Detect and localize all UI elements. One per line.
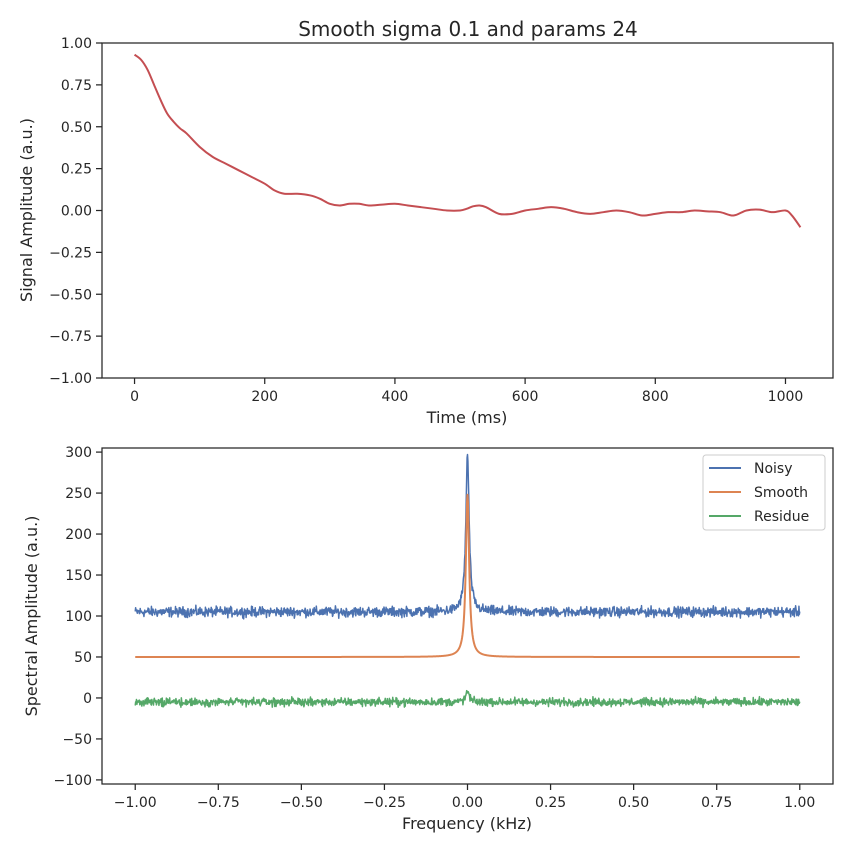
y-tick-label: 1.00 [61, 36, 92, 52]
y-tick-label: −50 [62, 732, 92, 748]
y-tick-label: −0.75 [49, 329, 92, 345]
y-tick-label: 50 [74, 650, 92, 666]
signal-x-label: Time (ms) [426, 408, 508, 427]
x-tick-label: 800 [642, 389, 669, 405]
spectrum-axes: −1.00 −0.75 −0.50 −0.25 0.00 0.25 0.50 0.75 1.00… [22, 445, 834, 833]
x-tick-label: 0.00 [452, 795, 483, 811]
x-tick-label: 1000 [768, 389, 804, 405]
spectrum-x-label: Frequency (kHz) [402, 814, 532, 833]
x-tick-label: 1.00 [784, 795, 815, 811]
x-tick-label: 200 [251, 389, 278, 405]
x-tick-label: 400 [382, 389, 409, 405]
x-tick-label: 600 [512, 389, 539, 405]
figure-title: Smooth sigma 0.1 and params 24 [298, 17, 638, 41]
spectrum-series-line-residue [134, 689, 801, 709]
y-tick-label: 0.75 [61, 78, 92, 94]
signal-axes: 0 200 400 600 800 1000 −1.00 −0.75 −0.50 −0.25 0.… [17, 36, 834, 427]
spectrum-series-line-smooth [134, 493, 801, 658]
x-tick-label: 0.25 [535, 795, 566, 811]
x-tick-label: −0.75 [197, 795, 240, 811]
x-tick-label: 0.50 [618, 795, 649, 811]
legend-label-smooth: Smooth [754, 485, 808, 501]
x-tick-label: 0.75 [701, 795, 732, 811]
y-tick-label: 200 [65, 527, 92, 543]
y-tick-label: 100 [65, 609, 92, 625]
signal-series-line [133, 53, 802, 228]
legend-label-noisy: Noisy [754, 461, 793, 477]
legend-box [702, 454, 826, 531]
y-tick-label: 300 [65, 445, 92, 461]
spectrum-y-label: Spectral Amplitude (a.u.) [22, 516, 41, 717]
x-tick-label: 0 [130, 389, 139, 405]
y-tick-label: −0.25 [49, 245, 92, 261]
y-tick-label: −100 [54, 773, 92, 789]
spectrum-series-line-noisy [134, 453, 801, 620]
y-tick-label: 0.00 [61, 204, 92, 220]
x-tick-label: −0.25 [363, 795, 406, 811]
y-tick-label: −0.50 [49, 287, 92, 303]
y-tick-label: 0 [83, 691, 92, 707]
x-tick-label: −0.50 [280, 795, 323, 811]
legend-label-residue: Residue [754, 509, 809, 525]
y-tick-label: 0.50 [61, 120, 92, 136]
y-tick-label: 150 [65, 568, 92, 584]
signal-y-label: Signal Amplitude (a.u.) [17, 118, 36, 302]
y-tick-label: −1.00 [49, 371, 92, 387]
x-tick-label: −1.00 [114, 795, 157, 811]
y-tick-label: 250 [65, 486, 92, 502]
spectrum-legend: Noisy Smooth Residue [702, 454, 826, 531]
y-tick-label: 0.25 [61, 162, 92, 178]
